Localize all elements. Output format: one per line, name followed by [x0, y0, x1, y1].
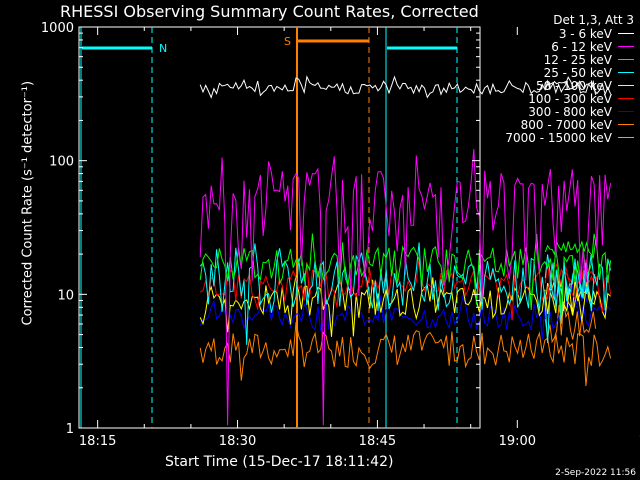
night-marker-label: N — [159, 42, 167, 55]
y-tick-label: 1000 — [41, 21, 74, 36]
legend-entry-label: 100 - 300 keV — [528, 91, 612, 106]
plot-frame — [78, 26, 481, 429]
x-tick-label: 19:15 — [638, 434, 640, 449]
legend-entry: 50 - 100 keV — [505, 78, 634, 93]
legend: 3 - 6 keV 6 - 12 keV 12 - 25 keV 25 - 50 ke… — [505, 26, 634, 145]
series-trace-7 — [544, 301, 597, 344]
legend-swatch — [618, 111, 634, 112]
legend-entry-label: 300 - 800 keV — [528, 104, 612, 119]
series-trace-0 — [199, 75, 612, 99]
legend-entry-label: 6 - 12 keV — [551, 39, 612, 54]
axis-ticks: 18:1518:3018:4519:0019:1519:3019:4511010… — [41, 21, 640, 449]
footer-timestamp: 2-Sep-2022 11:56 — [555, 468, 636, 478]
x-tick-label: 19:00 — [499, 434, 536, 449]
y-tick-label: 1 — [66, 422, 74, 437]
legend-entry-label: 800 - 7000 keV — [520, 117, 612, 132]
legend-swatch — [618, 72, 634, 73]
x-tick-label: 18:30 — [219, 434, 256, 449]
saa-marker-label: S — [284, 35, 291, 48]
series-trace-1 — [199, 148, 612, 426]
series-trace-5 — [199, 257, 612, 321]
series-trace-6 — [199, 294, 611, 340]
y-tick-label: 100 — [49, 155, 74, 170]
series-trace-3 — [544, 254, 597, 301]
legend-swatch — [618, 124, 634, 125]
legend-swatch — [618, 98, 634, 99]
legend-entry: 300 - 800 keV — [505, 104, 634, 119]
x-axis-label: Start Time (15-Dec-17 18:11:42) — [165, 454, 394, 470]
legend-swatch — [618, 137, 634, 138]
legend-title: Det 1,3, Att 3 — [553, 13, 634, 27]
legend-entry-label: 50 - 100 keV — [535, 78, 612, 93]
legend-entry: 25 - 50 keV — [505, 65, 634, 80]
chart-title: RHESSI Observing Summary Count Rates, Co… — [60, 2, 479, 21]
x-tick-label: 18:45 — [359, 434, 396, 449]
legend-entry: 3 - 6 keV — [505, 26, 634, 41]
y-tick-label: 10 — [57, 288, 74, 303]
data-series — [199, 75, 612, 426]
y-axis-label: Corrected Count Rate (s⁻¹ detector⁻¹) — [20, 80, 36, 326]
legend-entry: 7000 - 15000 keV — [505, 130, 634, 145]
series-trace-4 — [199, 275, 611, 337]
legend-entry-label: 25 - 50 keV — [543, 65, 612, 80]
legend-entry-label: 12 - 25 keV — [543, 52, 612, 67]
legend-entry: 100 - 300 keV — [505, 91, 634, 106]
legend-entry-label: 3 - 6 keV — [558, 26, 612, 41]
legend-entry: 12 - 25 keV — [505, 52, 634, 67]
series-trace-0 — [544, 76, 597, 95]
legend-swatch — [618, 59, 634, 60]
legend-swatch — [618, 85, 634, 86]
series-trace-2 — [199, 233, 612, 315]
legend-entry: 6 - 12 keV — [505, 39, 634, 54]
series-trace-7 — [199, 321, 612, 387]
legend-entry-label: 7000 - 15000 keV — [505, 130, 612, 145]
legend-entry: 800 - 7000 keV — [505, 117, 634, 132]
legend-swatch — [618, 46, 634, 47]
legend-swatch — [618, 33, 634, 34]
x-tick-label: 18:15 — [79, 434, 116, 449]
orbit-markers: NS — [80, 27, 458, 428]
